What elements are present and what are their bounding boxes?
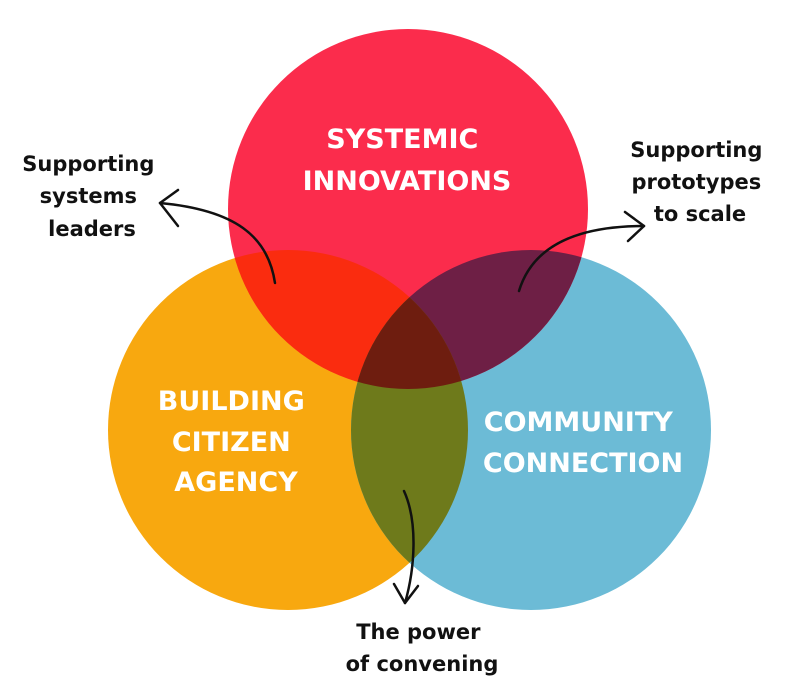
label-community-line-1: COMMUNITY bbox=[484, 407, 673, 438]
label-systemic-line-1: SYSTEMIC bbox=[326, 124, 478, 155]
callout-supporting-systems-leaders: Supporting systems leaders bbox=[22, 152, 161, 241]
label-citizen-line-2: CITIZEN bbox=[172, 427, 291, 458]
callout-convening-line-2: of convening bbox=[346, 652, 499, 676]
label-systemic-innovations: SYSTEMIC INNOVATIONS bbox=[303, 124, 512, 197]
label-citizen-line-3: AGENCY bbox=[174, 467, 298, 498]
label-building-citizen-agency: BUILDING CITIZEN AGENCY bbox=[158, 386, 314, 498]
callout-systems-line-3: leaders bbox=[48, 217, 136, 241]
overlap-center bbox=[351, 250, 468, 389]
arrow-convening bbox=[392, 489, 420, 605]
callout-convening-line-1: The power bbox=[356, 620, 481, 644]
callout-prototypes-line-1: Supporting bbox=[630, 138, 762, 162]
callout-prototypes-line-2: prototypes bbox=[631, 170, 761, 194]
arrow-systems-leaders bbox=[158, 188, 277, 285]
callout-systems-line-2: systems bbox=[40, 184, 137, 208]
callout-power-of-convening: The power of convening bbox=[346, 620, 499, 676]
label-systemic-line-2: INNOVATIONS bbox=[303, 166, 512, 197]
label-community-connection: COMMUNITY CONNECTION bbox=[483, 407, 683, 479]
callout-systems-line-1: Supporting bbox=[22, 152, 154, 176]
callout-prototypes-line-3: to scale bbox=[654, 202, 746, 226]
callout-supporting-prototypes: Supporting prototypes to scale bbox=[630, 138, 769, 226]
label-community-line-2: CONNECTION bbox=[483, 448, 683, 479]
arrow-prototypes bbox=[517, 210, 646, 293]
label-citizen-line-1: BUILDING bbox=[158, 386, 305, 417]
